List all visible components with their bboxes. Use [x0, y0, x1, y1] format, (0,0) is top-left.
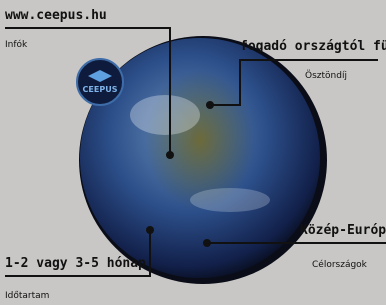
callout-value: 1-2 vagy 3-5 hónap — [5, 256, 146, 271]
callout-value: www.ceepus.hu — [5, 8, 107, 23]
callout-dot — [166, 151, 174, 159]
callout-dot — [203, 239, 211, 247]
callout-label: Időtartam — [5, 291, 49, 301]
callout-label: Ösztöndíj — [305, 70, 347, 81]
globe-clouds — [130, 95, 200, 135]
callout-value: Közép-Európa — [300, 223, 386, 238]
callout-label: Célországok — [312, 259, 368, 270]
callout-dot — [146, 226, 154, 234]
logo-text: CEEPUS — [83, 85, 118, 94]
callout-label: Infók — [5, 39, 28, 50]
callout-dot — [206, 101, 214, 109]
globe-clouds — [190, 188, 270, 212]
callout-value: fogadó országtól függ — [240, 39, 386, 54]
infographic: CEEPUS www.ceepus.hu Infók fogadó ország… — [0, 0, 386, 305]
